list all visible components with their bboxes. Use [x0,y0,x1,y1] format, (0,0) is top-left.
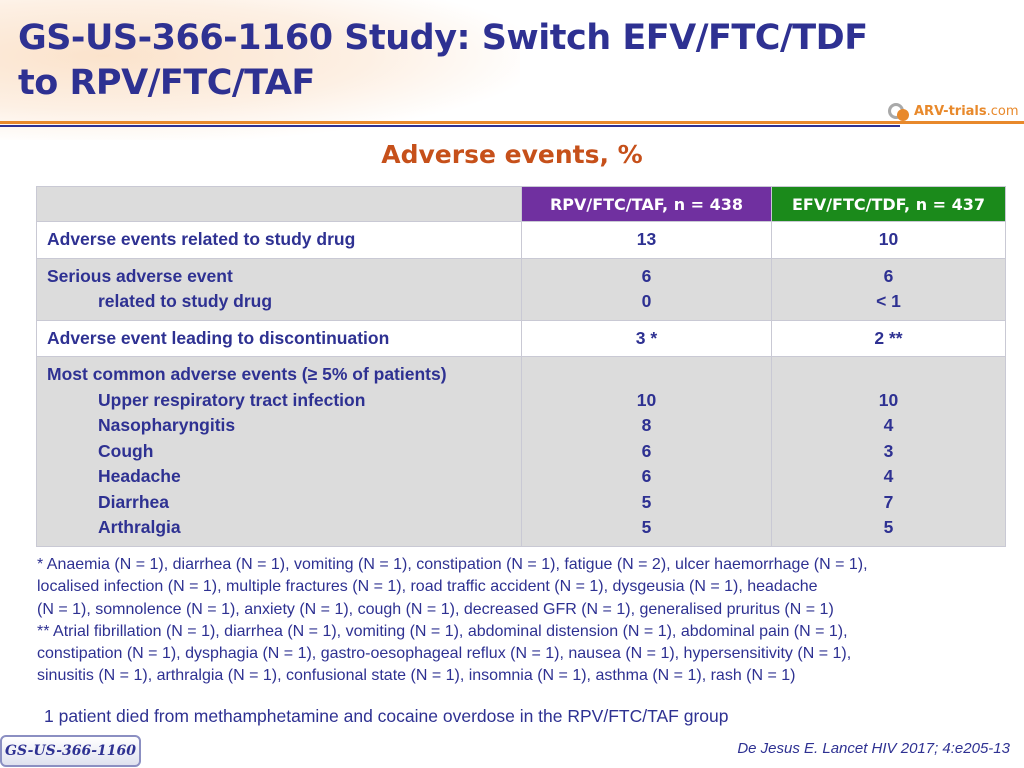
rpv-value: 6 [641,440,652,461]
row-label-cell: Adverse event leading to discontinuation [36,319,522,357]
rpv-value-cell: 3 * [521,319,772,357]
rpv-value: 10 [636,389,657,410]
rpv-value [522,362,771,388]
row-label: Adverse event leading to discontinuation [47,327,390,348]
citation: De Jesus E. Lancet HIV 2017; 4:e205-13 [737,740,1010,757]
table-header-row: RPV/FTC/TAF, n = 438 EFV/FTC/TDF, n = 43… [36,186,1006,222]
row-sublabel: Diarrhea [98,491,170,512]
rpv-value: 5 [641,491,652,512]
adverse-events-table: RPV/FTC/TAF, n = 438 EFV/FTC/TDF, n = 43… [36,186,1006,547]
efv-value: 3 [883,440,894,461]
efv-value: 7 [883,491,894,512]
row-label-cell: Most common adverse events (≥ 5% of pati… [36,356,522,547]
efv-value: 4 [883,466,894,486]
slide-title-line-2: to RPV/FTC/TAF [18,63,315,103]
footnote-double-star-line: sinusitis (N = 1), arthralgia (N = 1), c… [37,667,796,685]
rpv-value-cell: 10 8 6 6 5 5 [521,356,772,547]
table-heading: Adverse events, % [381,140,643,169]
footnote-single-star-line: localised infection (N = 1), multiple fr… [37,578,818,596]
arv-trials-logo: ARV-trials .com [888,98,1019,124]
rpv-value: 8 [641,415,652,435]
logo-text: ARV-trials [914,103,987,119]
row-sublabel: Headache [98,466,181,486]
table-row: Serious adverse event related to study d… [36,257,1006,321]
efv-value-cell: 10 [771,221,1006,259]
logo-tld: .com [986,103,1019,119]
efv-value: 2 ** [874,327,903,348]
rpv-value: 13 [636,229,657,249]
arv-trials-logo-icon [888,101,910,121]
rpv-value: 6 [641,466,652,486]
efv-value: 4 [883,415,894,435]
efv-value-cell: 2 ** [771,319,1006,357]
footnote-double-star-line: ** Atrial fibrillation (N = 1), diarrhea… [37,622,848,640]
efv-value: 10 [878,229,899,249]
efv-value: < 1 [876,291,901,311]
slide-title: GS-US-366-1160 Study: Switch EFV/FTC/TDF… [18,16,868,106]
rpv-value-cell: 13 [521,221,772,259]
footnotes: * Anaemia (N = 1), diarrhea (N = 1), vom… [37,554,1012,688]
header-rpv-ftc-taf: RPV/FTC/TAF, n = 438 [521,186,772,222]
death-note: 1 patient died from methamphetamine and … [44,706,729,726]
efv-value-cell: 10 4 3 4 7 5 [771,356,1006,547]
footnote-double-star-line: constipation (N = 1), dysphagia (N = 1),… [37,645,852,663]
rpv-value: 6 [641,265,652,286]
efv-value-cell: 6 < 1 [771,257,1006,321]
row-label: Serious adverse event [47,265,233,286]
row-label-cell: Adverse events related to study drug [36,221,522,259]
rpv-value: 0 [641,291,652,311]
title-divider-orange [0,121,1024,124]
table-row: Adverse events related to study drug 13 … [36,221,1006,259]
rpv-value: 5 [641,517,652,537]
header-blank-cell [36,186,522,222]
footnote-single-star-line: (N = 1), somnolence (N = 1), anxiety (N … [37,600,834,618]
row-sublabel: Nasopharyngitis [98,415,236,435]
table-row: Adverse event leading to discontinuation… [36,319,1006,357]
title-divider-blue [0,125,900,127]
row-sublabel: Arthralgia [98,517,181,537]
footnote-single-star-line: * Anaemia (N = 1), diarrhea (N = 1), vom… [37,556,868,573]
row-sublabel: Upper respiratory tract infection [98,389,366,410]
row-label-cell: Serious adverse event related to study d… [36,257,522,321]
table-row: Most common adverse events (≥ 5% of pati… [36,356,1006,547]
rpv-value-cell: 6 0 [521,257,772,321]
rpv-value: 3 * [635,327,658,348]
efv-value: 5 [883,517,894,537]
efv-value [772,362,1005,388]
row-label: Adverse events related to study drug [47,229,356,249]
slide-title-line-1: GS-US-366-1160 Study: Switch EFV/FTC/TDF [18,18,868,58]
row-sublabel: Cough [98,440,154,461]
study-id-tab: GS-US-366-1160 [0,735,141,767]
efv-value: 10 [878,389,899,410]
header-efv-ftc-tdf: EFV/FTC/TDF, n = 437 [771,186,1006,222]
efv-value: 6 [883,265,894,286]
row-sublabel: related to study drug [98,291,273,311]
row-label: Most common adverse events (≥ 5% of pati… [47,364,447,384]
